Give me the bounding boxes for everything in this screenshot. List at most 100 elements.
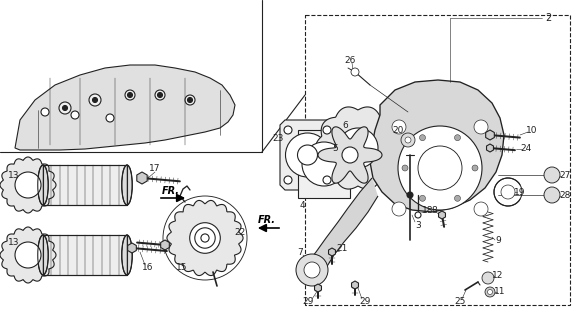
Circle shape xyxy=(15,172,41,198)
Circle shape xyxy=(501,185,515,199)
Bar xyxy=(43,235,127,275)
Polygon shape xyxy=(318,127,382,183)
Circle shape xyxy=(296,254,328,286)
Circle shape xyxy=(474,120,488,134)
Text: FR.: FR. xyxy=(162,186,180,196)
Circle shape xyxy=(158,92,162,98)
Polygon shape xyxy=(0,227,56,283)
Polygon shape xyxy=(315,284,321,292)
Bar xyxy=(298,130,350,198)
Circle shape xyxy=(284,126,292,134)
Text: 3: 3 xyxy=(415,220,421,229)
Circle shape xyxy=(454,135,461,141)
Text: 23: 23 xyxy=(272,133,284,142)
Circle shape xyxy=(392,202,406,216)
Text: 6: 6 xyxy=(342,121,348,130)
Text: FR.: FR. xyxy=(258,215,276,225)
Text: 10: 10 xyxy=(526,125,538,134)
Circle shape xyxy=(351,68,359,76)
Text: 17: 17 xyxy=(150,164,161,172)
Polygon shape xyxy=(128,243,136,253)
Circle shape xyxy=(544,167,560,183)
Polygon shape xyxy=(0,157,56,213)
Text: 11: 11 xyxy=(494,287,506,297)
Polygon shape xyxy=(137,172,147,184)
Circle shape xyxy=(187,98,193,102)
Circle shape xyxy=(401,133,415,147)
Text: 26: 26 xyxy=(345,55,356,65)
Text: 16: 16 xyxy=(142,263,154,273)
Text: 20: 20 xyxy=(392,125,404,134)
Ellipse shape xyxy=(121,235,132,275)
Circle shape xyxy=(89,94,101,106)
Circle shape xyxy=(323,176,331,184)
Circle shape xyxy=(15,242,41,268)
Text: 12: 12 xyxy=(492,270,503,279)
Circle shape xyxy=(342,147,358,163)
Text: 24: 24 xyxy=(520,143,531,153)
Circle shape xyxy=(185,95,195,105)
Circle shape xyxy=(62,106,68,110)
Circle shape xyxy=(201,234,209,242)
Polygon shape xyxy=(486,144,493,152)
Polygon shape xyxy=(370,80,504,212)
Bar xyxy=(43,235,127,275)
Circle shape xyxy=(418,146,462,190)
Circle shape xyxy=(41,108,49,116)
Text: 29: 29 xyxy=(303,298,314,307)
Circle shape xyxy=(125,90,135,100)
Text: 29: 29 xyxy=(359,298,371,307)
Ellipse shape xyxy=(38,165,48,205)
Circle shape xyxy=(474,202,488,216)
Circle shape xyxy=(398,126,482,210)
Text: 27: 27 xyxy=(559,171,571,180)
Text: 25: 25 xyxy=(454,298,465,307)
Circle shape xyxy=(106,114,114,122)
Circle shape xyxy=(405,137,411,143)
Bar xyxy=(305,15,570,305)
Polygon shape xyxy=(280,120,335,190)
Polygon shape xyxy=(439,211,446,219)
Text: 9: 9 xyxy=(495,236,501,244)
Ellipse shape xyxy=(121,165,132,205)
Circle shape xyxy=(190,223,220,253)
Text: 7: 7 xyxy=(297,247,303,257)
Circle shape xyxy=(419,135,426,141)
Ellipse shape xyxy=(38,235,48,275)
Circle shape xyxy=(402,165,408,171)
Text: 22: 22 xyxy=(234,228,246,236)
Circle shape xyxy=(59,102,71,114)
Text: 13: 13 xyxy=(8,171,20,180)
Circle shape xyxy=(407,192,413,198)
Circle shape xyxy=(71,111,79,119)
Polygon shape xyxy=(167,200,243,276)
Bar xyxy=(43,165,127,205)
Polygon shape xyxy=(315,107,401,189)
Text: 18: 18 xyxy=(422,205,434,214)
Circle shape xyxy=(488,290,492,294)
Polygon shape xyxy=(305,178,378,280)
Text: 2: 2 xyxy=(545,13,551,23)
Circle shape xyxy=(92,98,98,102)
Text: 8: 8 xyxy=(431,205,437,214)
Circle shape xyxy=(302,142,346,186)
Circle shape xyxy=(472,165,478,171)
Circle shape xyxy=(338,128,378,168)
Text: 5: 5 xyxy=(332,143,338,153)
Circle shape xyxy=(297,145,318,165)
Circle shape xyxy=(304,262,320,278)
Text: 19: 19 xyxy=(515,188,526,196)
Polygon shape xyxy=(486,130,494,140)
Circle shape xyxy=(419,195,426,201)
Circle shape xyxy=(155,90,165,100)
Circle shape xyxy=(482,272,494,284)
Circle shape xyxy=(415,212,421,218)
Circle shape xyxy=(485,287,495,297)
Circle shape xyxy=(286,133,329,177)
Polygon shape xyxy=(329,248,335,256)
Circle shape xyxy=(392,120,406,134)
Text: 28: 28 xyxy=(559,190,571,199)
Circle shape xyxy=(195,228,215,248)
Circle shape xyxy=(454,195,461,201)
Polygon shape xyxy=(352,281,359,289)
